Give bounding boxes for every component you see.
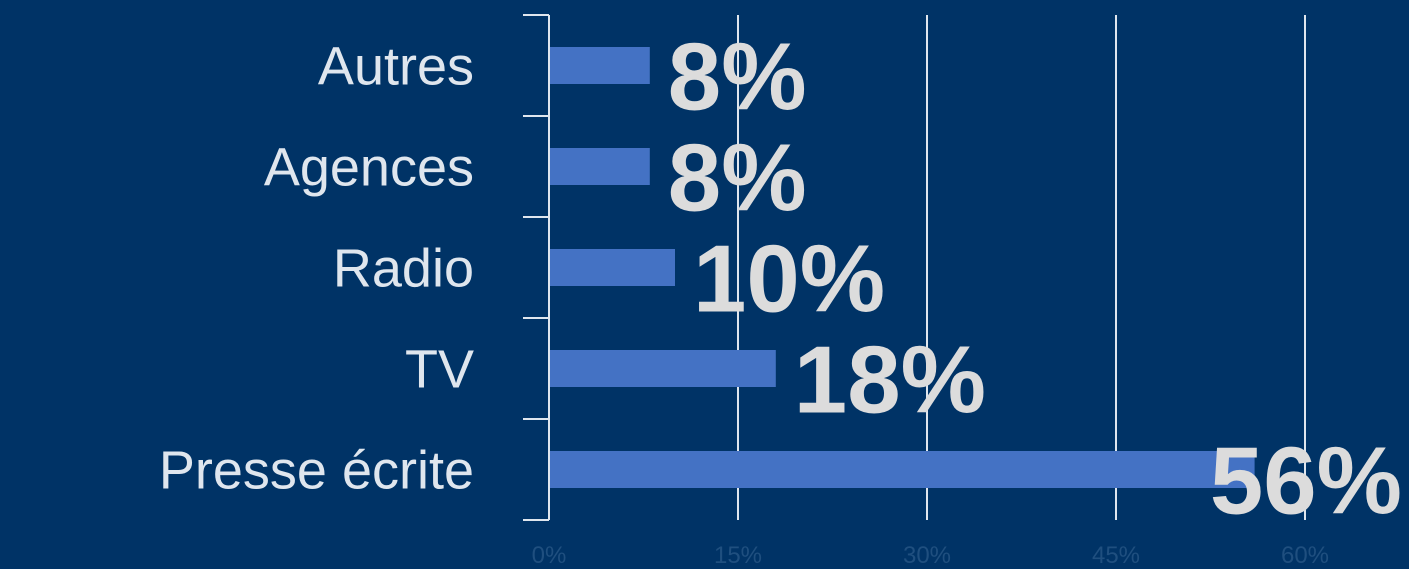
data-label: 8% — [668, 24, 807, 131]
bar-1 — [550, 148, 650, 185]
x-tick-labels: 0% 15% 30% 45% 60% — [532, 542, 1329, 569]
category-label: TV — [405, 340, 474, 400]
x-tick-label: 15% — [714, 542, 762, 569]
data-labels: 8%8%10%18%56% — [668, 24, 1402, 535]
bars — [550, 47, 1255, 488]
category-label: Presse écrite — [159, 441, 474, 501]
x-tick-label: 0% — [532, 542, 567, 569]
bar-3 — [550, 350, 776, 387]
bar-4 — [550, 451, 1255, 488]
category-axis — [523, 14, 550, 521]
bar-0 — [550, 47, 650, 84]
data-label: 18% — [794, 327, 986, 434]
gridlines — [737, 15, 1306, 520]
data-label: 10% — [693, 226, 885, 333]
x-tick-label: 30% — [903, 542, 951, 569]
category-labels: Autres Agences Radio TV Presse écrite — [159, 37, 474, 501]
data-label: 8% — [668, 125, 807, 232]
data-label: 56% — [1210, 428, 1402, 535]
bar-2 — [550, 249, 675, 286]
category-label: Autres — [318, 37, 474, 97]
x-tick-label: 60% — [1281, 542, 1329, 569]
category-label: Radio — [333, 239, 474, 299]
x-tick-label: 45% — [1092, 542, 1140, 569]
category-label: Agences — [264, 138, 474, 198]
